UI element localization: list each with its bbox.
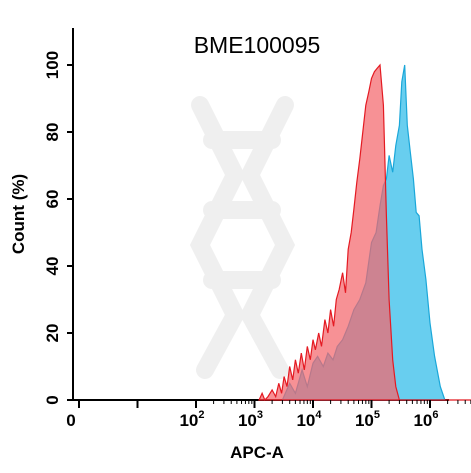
chart-title: BME100095 (194, 32, 321, 58)
y-tick-label: 20 (43, 324, 62, 343)
x-axis-ticks: 0102103104105106107108 (66, 400, 471, 430)
x-tick-label: 104 (296, 409, 322, 430)
y-tick-label: 0 (43, 395, 62, 404)
x-tick-label: 106 (413, 409, 438, 430)
x-axis-label: APC-A (230, 443, 284, 462)
y-axis-ticks: 0 20 40 60 80 100 (43, 51, 73, 405)
y-tick-label: 100 (43, 51, 62, 79)
x-tick-label: 103 (238, 409, 263, 430)
series-layer (258, 63, 471, 402)
histogram-series-2 (258, 63, 471, 402)
watermark-logo (189, 96, 296, 379)
y-axis-label: Count (%) (9, 174, 28, 254)
x-tick-label: 0 (66, 411, 75, 430)
x-tick-label: 102 (179, 409, 204, 430)
y-tick-label: 40 (43, 257, 62, 276)
y-tick-label: 60 (43, 190, 62, 209)
y-tick-label: 80 (43, 123, 62, 142)
x-tick-label: 105 (355, 409, 380, 430)
